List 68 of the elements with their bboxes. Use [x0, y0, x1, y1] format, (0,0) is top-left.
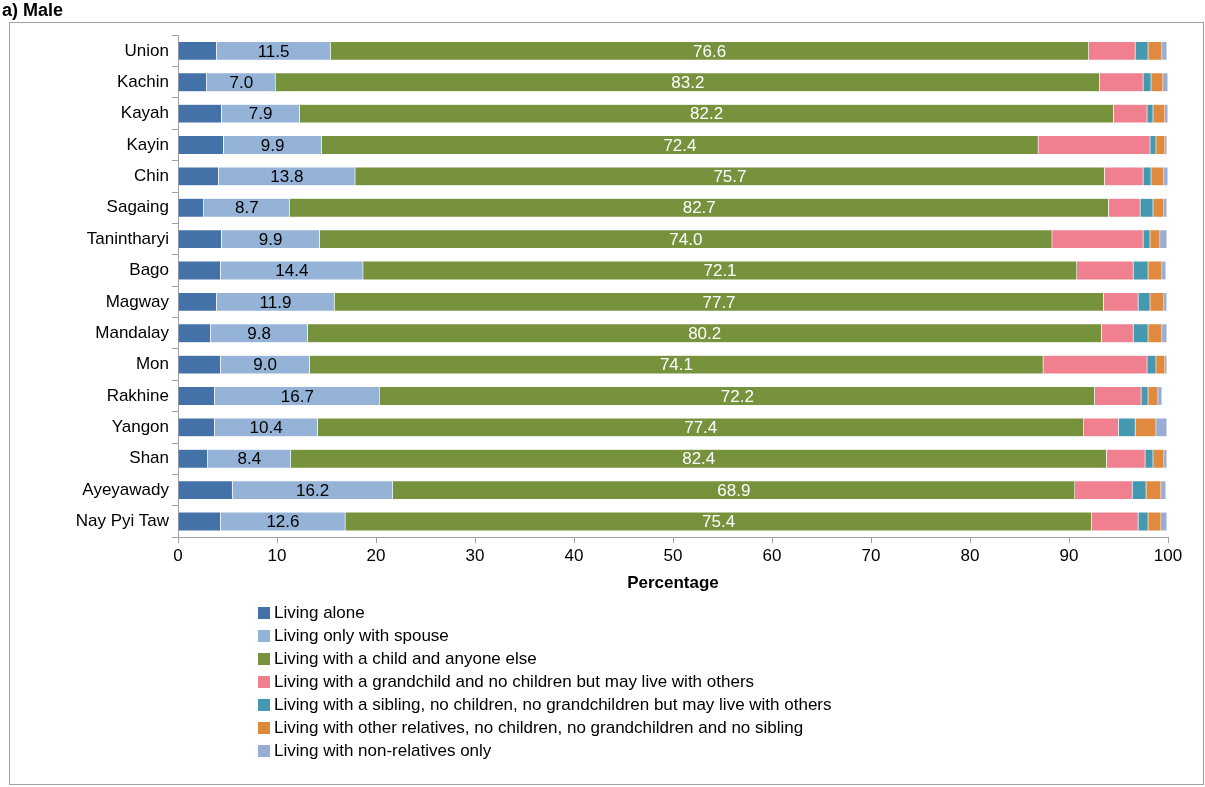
- y-tick-label: Kachin: [117, 71, 169, 91]
- data-label: 72.2: [720, 386, 754, 406]
- x-tick-label: 30: [465, 546, 485, 566]
- data-label: 82.2: [690, 104, 724, 124]
- y-tick-label: Union: [124, 40, 169, 60]
- x-tick-label: 70: [861, 546, 881, 566]
- y-tick-label: Ayeyawady: [82, 479, 170, 499]
- data-label: 80.2: [688, 323, 722, 343]
- data-label: 82.4: [682, 449, 716, 469]
- x-tick-label: 50: [663, 546, 683, 566]
- legend-label: Living only with spouse: [274, 625, 449, 646]
- data-label: 74.1: [659, 355, 694, 375]
- data-label: 9.9: [260, 135, 285, 155]
- legend-label: Living with other relatives, no children, no grandchildren and no sibling: [274, 717, 804, 738]
- data-label: 7.0: [229, 72, 254, 92]
- data-label: 83.2: [671, 72, 705, 92]
- y-tick-label: Shan: [129, 448, 169, 468]
- data-label: 12.6: [266, 512, 300, 532]
- data-label: 16.2: [296, 480, 330, 500]
- y-tick-label: Sagaing: [106, 197, 169, 217]
- y-tick-label: Tanintharyi: [86, 228, 169, 248]
- data-label: 77.4: [684, 418, 718, 438]
- data-label: 11.9: [259, 292, 292, 312]
- data-label: 9.9: [258, 229, 283, 249]
- y-tick-label: Rakhine: [106, 385, 169, 405]
- x-tick-label: 100: [1153, 546, 1183, 566]
- data-label: 16.7: [280, 386, 314, 406]
- y-tick-label: Nay Pyi Taw: [75, 511, 170, 531]
- data-label: 68.9: [717, 480, 751, 500]
- x-axis-title: Percentage: [627, 573, 719, 593]
- x-tick-label: 10: [267, 546, 287, 566]
- x-tick-label: 60: [762, 546, 782, 566]
- legend-label: Living with a grandchild and no children but may live with others: [274, 671, 755, 692]
- y-tick-label: Mandalay: [95, 322, 170, 342]
- y-tick-label: Mon: [135, 354, 169, 374]
- data-label: 13.8: [270, 167, 304, 187]
- y-tick-label: Magway: [105, 291, 170, 311]
- legend-label: Living alone: [274, 602, 365, 623]
- x-tick-label: 0: [173, 546, 183, 566]
- legend-label: Living with non-relatives only: [274, 740, 492, 761]
- data-label: 74.0: [669, 229, 703, 249]
- data-label: 76.6: [693, 41, 727, 61]
- data-label: 7.9: [248, 104, 273, 124]
- y-tick-label: Yangon: [111, 417, 169, 437]
- y-tick-label: Kayah: [120, 103, 169, 123]
- x-tick-label: 40: [564, 546, 584, 566]
- data-label: 72.1: [703, 261, 737, 281]
- x-tick-label: 90: [1059, 546, 1079, 566]
- legend-label: Living with a sibling, no children, no grandchildren but may live with others: [274, 694, 832, 715]
- x-tick-label: 20: [366, 546, 386, 566]
- data-label: 8.4: [237, 449, 262, 469]
- data-label: 14.4: [275, 261, 309, 281]
- data-label: 10.4: [249, 418, 283, 438]
- data-label: 9.0: [253, 355, 277, 375]
- data-label: 75.4: [701, 512, 736, 532]
- y-tick-label: Bago: [129, 260, 169, 280]
- data-label: 11.5: [257, 41, 290, 61]
- y-tick-label: Kayin: [126, 134, 169, 154]
- data-label: 82.7: [682, 198, 716, 218]
- legend-label: Living with a child and anyone else: [274, 648, 537, 669]
- data-label: 75.7: [713, 167, 747, 187]
- y-tick-label: Chin: [134, 166, 169, 186]
- data-label: 8.7: [234, 198, 259, 218]
- data-label: 9.8: [247, 323, 271, 343]
- x-tick-label: 80: [960, 546, 980, 566]
- data-label: 77.7: [702, 292, 736, 312]
- data-label: 72.4: [663, 135, 697, 155]
- text: a) Male: [2, 0, 64, 21]
